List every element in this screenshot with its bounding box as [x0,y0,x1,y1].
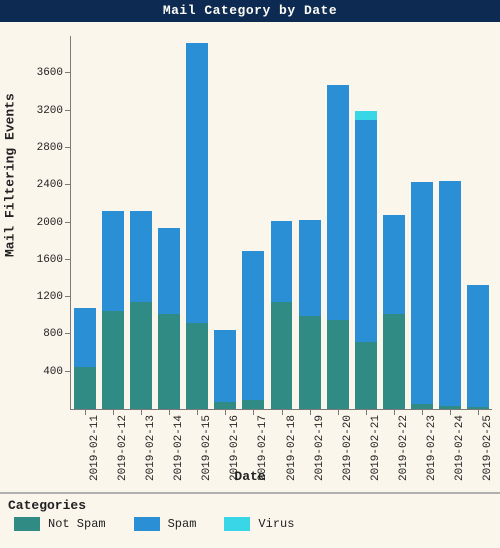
chart-title: Mail Category by Date [0,0,500,22]
x-tick [282,409,283,415]
y-tick-label: 1200 [37,291,63,303]
y-tick [65,296,71,297]
legend-item-virus: Virus [224,517,294,531]
y-tick-label: 2800 [37,142,63,154]
bar-not-spam [242,400,264,409]
y-tick [65,222,71,223]
bar-not-spam [130,302,152,409]
bar-spam [467,285,489,407]
x-tick [85,409,86,415]
bar-spam [186,43,208,323]
bar-virus [355,111,377,120]
bar-not-spam [271,302,293,409]
x-tick [478,409,479,415]
y-tick [65,147,71,148]
x-tick [253,409,254,415]
bar-spam [383,215,405,314]
y-tick-label: 2000 [37,217,63,229]
x-tick [338,409,339,415]
bar-not-spam [186,323,208,409]
chart-frame: Mail Category by Date Mail Filtering Eve… [0,0,500,548]
x-axis-title: Date [0,469,500,484]
legend-swatch [134,517,160,531]
bar-not-spam [102,311,124,409]
y-tick-label: 3600 [37,67,63,79]
bar-not-spam [299,316,321,409]
bar-spam [242,251,264,400]
y-tick [65,72,71,73]
legend-label: Virus [258,517,294,531]
bar-not-spam [214,402,236,409]
y-tick [65,371,71,372]
y-tick [65,333,71,334]
y-axis-title: Mail Filtering Events [3,93,18,257]
bar-spam [130,211,152,301]
legend-swatch [224,517,250,531]
bar-spam [327,85,349,321]
plot-area: 40080012001600200024002800320036002019-0… [70,36,492,410]
bar-spam [271,221,293,302]
x-tick [422,409,423,415]
bar-not-spam [158,314,180,409]
legend-items: Not Spam Spam Virus [6,517,494,531]
legend-label: Spam [168,517,197,531]
legend-item-spam: Spam [134,517,197,531]
y-tick [65,259,71,260]
y-tick-label: 1600 [37,254,63,266]
bar-not-spam [327,320,349,409]
legend-title: Categories [8,498,494,513]
bar-spam [74,308,96,367]
x-tick [141,409,142,415]
legend: Categories Not Spam Spam Virus [0,492,500,548]
y-tick [65,184,71,185]
y-tick-label: 800 [43,328,63,340]
legend-item-not-spam: Not Spam [14,517,106,531]
bar-not-spam [74,367,96,409]
bar-spam [439,181,461,407]
y-tick-label: 400 [43,366,63,378]
legend-label: Not Spam [48,517,106,531]
bar-spam [355,120,377,342]
x-tick [450,409,451,415]
x-tick [197,409,198,415]
y-tick [65,110,71,111]
x-tick [394,409,395,415]
x-tick [113,409,114,415]
plot-wrap: Mail Filtering Events 400800120016002000… [0,22,500,492]
x-tick [310,409,311,415]
bar-not-spam [355,342,377,409]
y-tick-label: 2400 [37,179,63,191]
legend-swatch [14,517,40,531]
x-tick [225,409,226,415]
bar-spam [299,220,321,316]
bar-spam [102,211,124,311]
x-tick [366,409,367,415]
y-tick-label: 3200 [37,105,63,117]
bar-spam [158,228,180,314]
x-tick [169,409,170,415]
bar-spam [411,182,433,404]
bar-spam [214,330,236,402]
bar-not-spam [383,314,405,409]
